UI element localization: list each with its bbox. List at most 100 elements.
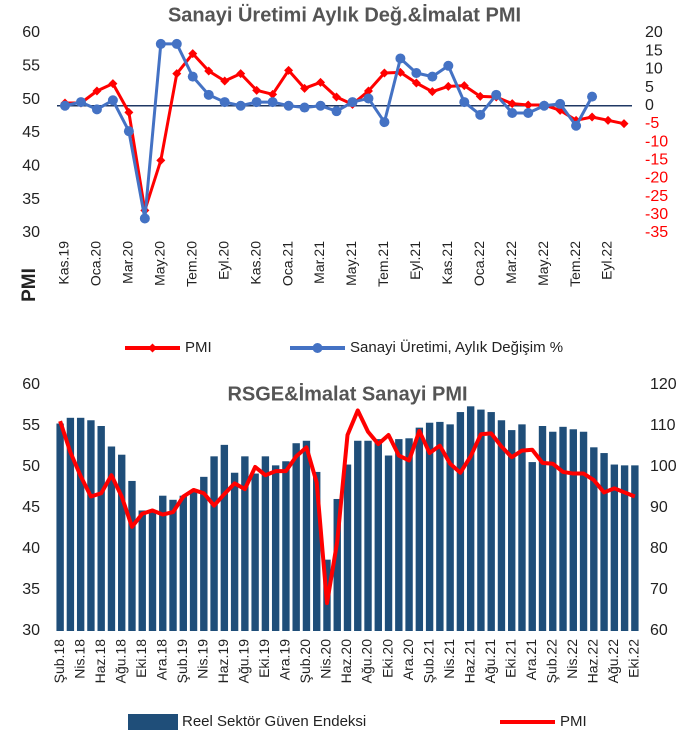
x-tick-label: Eki.21 bbox=[502, 639, 518, 678]
x-tick-label: Mar.22 bbox=[503, 241, 519, 284]
bar bbox=[282, 461, 290, 631]
y-tick-label: 60 bbox=[22, 376, 40, 393]
marker bbox=[316, 77, 326, 87]
bar bbox=[600, 453, 608, 631]
y2-tick-label: -20 bbox=[645, 170, 668, 187]
bar bbox=[354, 440, 362, 631]
marker bbox=[347, 97, 358, 108]
bar bbox=[549, 431, 557, 631]
y-tick-label: 55 bbox=[22, 417, 40, 434]
marker bbox=[92, 86, 102, 96]
marker bbox=[123, 126, 134, 137]
x-tick-label: Haz.21 bbox=[461, 639, 477, 684]
x-tick-label: Tem.21 bbox=[375, 241, 391, 287]
y2-tick-label: 110 bbox=[650, 417, 676, 434]
marker bbox=[363, 86, 373, 96]
bar bbox=[292, 443, 300, 631]
y2-tick-label: -35 bbox=[645, 224, 668, 241]
marker bbox=[187, 71, 198, 82]
bar bbox=[620, 465, 629, 631]
y2-tick-label: 100 bbox=[650, 458, 677, 475]
x-tick-label: Ağu.18 bbox=[112, 639, 128, 684]
bar bbox=[271, 465, 280, 631]
marker bbox=[219, 97, 230, 108]
marker bbox=[251, 97, 262, 108]
marker bbox=[411, 78, 421, 88]
bar bbox=[528, 462, 536, 631]
y2-tick-label: 15 bbox=[645, 42, 663, 59]
marker bbox=[155, 38, 166, 49]
x-tick-label: Ağu.20 bbox=[359, 639, 375, 684]
bar bbox=[487, 412, 495, 631]
bar bbox=[159, 495, 167, 631]
x-tick-label: Nis.21 bbox=[441, 639, 457, 679]
bar bbox=[87, 420, 95, 631]
bar bbox=[261, 456, 270, 631]
line bbox=[64, 42, 594, 220]
x-tick-label: Mar.20 bbox=[120, 241, 136, 284]
bar bbox=[241, 456, 249, 631]
marker bbox=[203, 89, 214, 100]
marker bbox=[59, 100, 70, 111]
bar bbox=[579, 431, 588, 631]
bar bbox=[590, 447, 598, 631]
x-tick-label: Şub.21 bbox=[420, 639, 436, 684]
bar bbox=[148, 512, 157, 631]
bar bbox=[230, 472, 239, 631]
marker bbox=[363, 93, 374, 104]
x-tick-label: Şub.19 bbox=[174, 639, 190, 684]
bar bbox=[343, 464, 352, 631]
marker bbox=[315, 100, 326, 111]
y2-tick-label: 90 bbox=[650, 499, 668, 516]
y-tick-label: 45 bbox=[22, 124, 40, 141]
y2-tick-label: 20 bbox=[645, 24, 663, 41]
x-tick-label: May.22 bbox=[535, 241, 551, 286]
x-tick-label: Oca.21 bbox=[279, 241, 295, 286]
marker bbox=[124, 107, 134, 117]
marker bbox=[283, 100, 294, 111]
bar bbox=[559, 426, 567, 631]
bar bbox=[118, 454, 126, 631]
marker bbox=[284, 65, 294, 75]
x-tick-label: May.20 bbox=[152, 241, 168, 286]
y2-tick-label: 120 bbox=[650, 376, 677, 393]
y2-tick-label: -15 bbox=[645, 151, 668, 168]
x-tick-label: Ara.20 bbox=[400, 639, 416, 680]
bar bbox=[179, 495, 187, 631]
bar bbox=[333, 498, 341, 631]
x-tick-label: Ağu.19 bbox=[236, 639, 252, 684]
legend-label: PMI bbox=[560, 713, 587, 730]
line bbox=[58, 408, 636, 606]
marker bbox=[171, 38, 182, 49]
marker bbox=[587, 112, 597, 122]
x-tick-label: Haz.22 bbox=[585, 639, 601, 684]
marker bbox=[603, 115, 613, 125]
marker bbox=[443, 60, 454, 71]
y-tick-label: 60 bbox=[22, 24, 40, 41]
marker bbox=[75, 97, 86, 108]
x-tick-label: Eyl.21 bbox=[407, 241, 423, 280]
marker bbox=[220, 76, 230, 86]
marker bbox=[156, 155, 166, 165]
x-tick-label: Kas.21 bbox=[439, 241, 455, 285]
x-tick-label: Eki.20 bbox=[379, 639, 395, 678]
y-tick-label: 50 bbox=[22, 91, 40, 108]
y2-tick-label: -25 bbox=[645, 188, 668, 205]
y-tick-label: 35 bbox=[22, 191, 40, 208]
bar bbox=[302, 440, 311, 631]
x-tick-label: Oca.20 bbox=[88, 241, 104, 286]
legend-swatch bbox=[128, 714, 178, 730]
y-axis-label: PMI bbox=[19, 268, 40, 302]
marker bbox=[188, 49, 198, 59]
y-tick-label: 30 bbox=[22, 224, 40, 241]
marker bbox=[267, 97, 278, 108]
legend-marker bbox=[148, 343, 157, 353]
x-tick-label: Kas.19 bbox=[56, 241, 72, 285]
bar bbox=[477, 409, 485, 631]
x-tick-label: Eki.19 bbox=[256, 639, 272, 678]
bar bbox=[189, 491, 198, 631]
marker bbox=[555, 98, 566, 109]
x-tick-label: Şub.18 bbox=[51, 639, 67, 684]
marker bbox=[507, 108, 518, 118]
bar bbox=[374, 439, 382, 631]
